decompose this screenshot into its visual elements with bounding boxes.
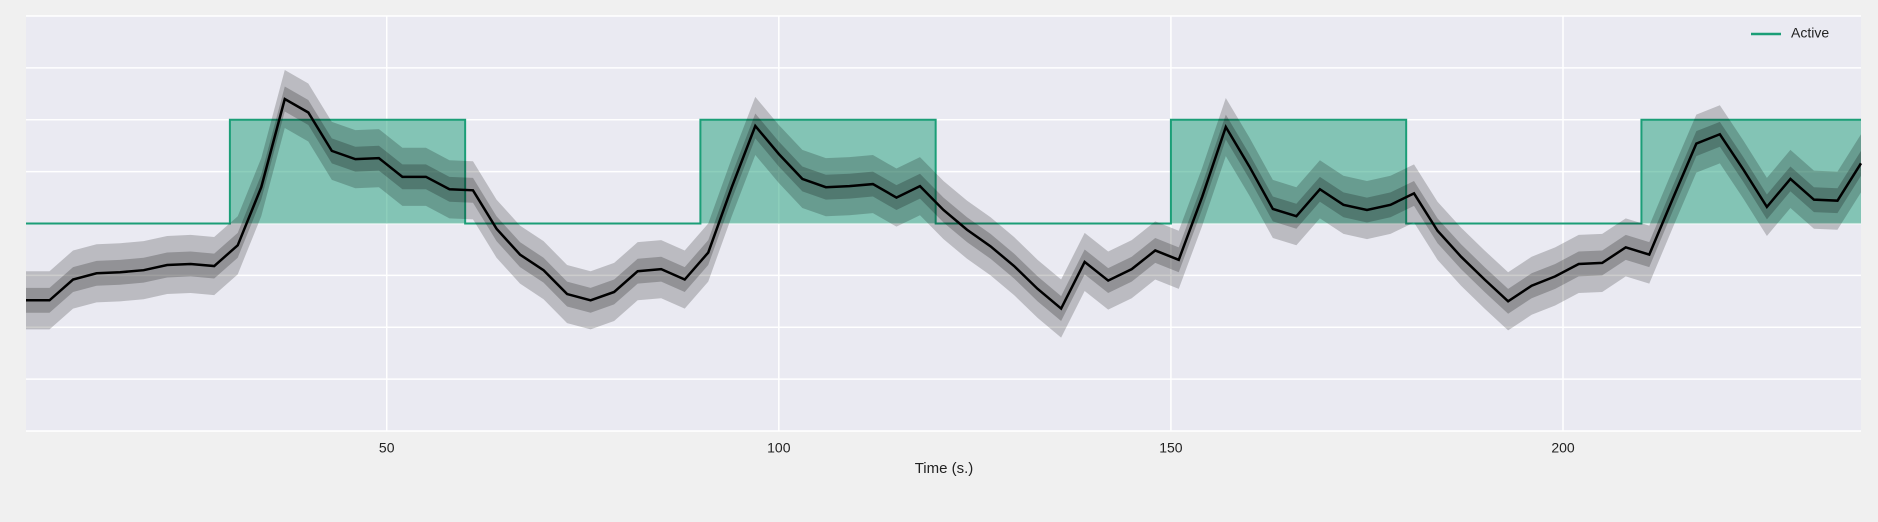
band-outer: [26, 69, 1861, 338]
line: [26, 118, 1861, 225]
legend-label: Active: [1791, 25, 1829, 41]
x-axis-label: Time (s.): [915, 460, 974, 477]
line: [26, 97, 1863, 311]
x-tick-label: 150: [1159, 440, 1183, 456]
band-inner: [26, 86, 1861, 322]
x-tick-label: 50: [379, 440, 395, 456]
x-tick-label: 100: [767, 440, 791, 456]
area: [26, 119, 1861, 224]
x-tick-label: 200: [1551, 440, 1575, 456]
